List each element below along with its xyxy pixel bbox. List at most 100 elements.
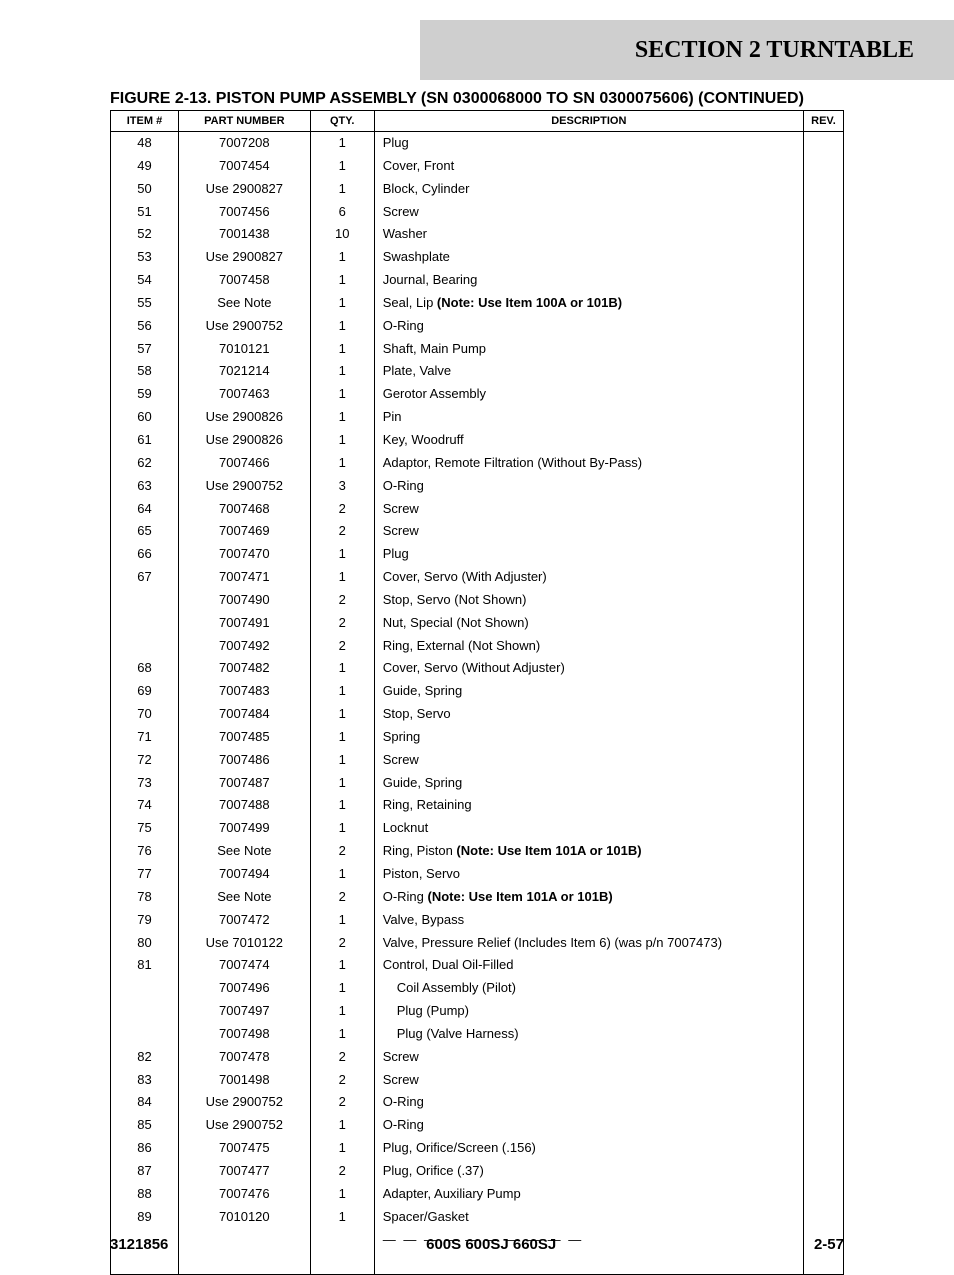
table-row: 5470074581Journal, Bearing [111, 269, 844, 292]
cell-qty: 1 [310, 155, 374, 178]
cell-qty: 1 [310, 1023, 374, 1046]
cell-rev [803, 543, 843, 566]
cell-rev [803, 223, 843, 246]
cell-part: 7010121 [178, 338, 310, 361]
table-row: 6570074692Screw [111, 520, 844, 543]
cell-part: 7007497 [178, 1000, 310, 1023]
col-header-item: ITEM # [111, 111, 179, 132]
table-row: 7070074841Stop, Servo [111, 703, 844, 726]
cell-rev [803, 520, 843, 543]
cell-qty: 1 [310, 315, 374, 338]
cell-desc: Pin [374, 406, 803, 429]
cell-rev [803, 475, 843, 498]
cell-rev [803, 292, 843, 315]
cell-qty: 2 [310, 1069, 374, 1092]
cell-rev [803, 1000, 843, 1023]
cell-desc: Plug (Valve Harness) [374, 1023, 803, 1046]
cell-desc: Screw [374, 498, 803, 521]
cell-qty: 1 [310, 909, 374, 932]
cell-item: 86 [111, 1137, 179, 1160]
table-row: 76See Note2Ring, Piston (Note: Use Item … [111, 840, 844, 863]
cell-part: 7007474 [178, 954, 310, 977]
table-row: 7270074861Screw [111, 749, 844, 772]
cell-desc: Seal, Lip (Note: Use Item 100A or 101B) [374, 292, 803, 315]
cell-part: 7007484 [178, 703, 310, 726]
cell-desc: Spacer/Gasket [374, 1206, 803, 1229]
table-row: 63Use 29007523O-Ring [111, 475, 844, 498]
cell-qty: 1 [310, 566, 374, 589]
cell-item: 76 [111, 840, 179, 863]
table-row: 8270074782Screw [111, 1046, 844, 1069]
cell-part: Use 2900826 [178, 429, 310, 452]
cell-part: 7021214 [178, 360, 310, 383]
cell-part: 7007471 [178, 566, 310, 589]
cell-part: Use 2900827 [178, 178, 310, 201]
cell-part: Use 2900752 [178, 1114, 310, 1137]
table-row: 4870072081Plug [111, 132, 844, 155]
cell-qty: 1 [310, 269, 374, 292]
cell-rev [803, 589, 843, 612]
table-row: 7770074941Piston, Servo [111, 863, 844, 886]
cell-qty: 6 [310, 201, 374, 224]
cell-desc: Adapter, Auxiliary Pump [374, 1183, 803, 1206]
cell-qty: 1 [310, 726, 374, 749]
cell-desc: Cover, Front [374, 155, 803, 178]
cell-qty: 1 [310, 292, 374, 315]
table-row: 52700143810Washer [111, 223, 844, 246]
cell-rev [803, 269, 843, 292]
cell-part: Use 2900752 [178, 475, 310, 498]
cell-item: 64 [111, 498, 179, 521]
cell-item: 78 [111, 886, 179, 909]
cell-rev [803, 498, 843, 521]
cell-qty: 2 [310, 498, 374, 521]
cell-item: 80 [111, 932, 179, 955]
table-body: 4870072081Plug4970074541Cover, Front50Us… [111, 132, 844, 1275]
cell-part: 7007492 [178, 635, 310, 658]
cell-qty: 2 [310, 635, 374, 658]
cell-qty: 1 [310, 772, 374, 795]
cell-item: 67 [111, 566, 179, 589]
cell-item: 53 [111, 246, 179, 269]
cell-qty: 2 [310, 612, 374, 635]
cell-qty: 1 [310, 178, 374, 201]
cell-desc: Stop, Servo (Not Shown) [374, 589, 803, 612]
cell-desc: Ring, Retaining [374, 794, 803, 817]
footer-left: 3121856 [110, 1236, 168, 1253]
cell-part: 7007458 [178, 269, 310, 292]
cell-qty: 2 [310, 1046, 374, 1069]
cell-qty: 2 [310, 1091, 374, 1114]
cell-rev [803, 246, 843, 269]
cell-rev [803, 132, 843, 155]
table-row: 6870074821Cover, Servo (Without Adjuster… [111, 657, 844, 680]
cell-part: 7007488 [178, 794, 310, 817]
cell-part: 7007490 [178, 589, 310, 612]
table-row: 5170074566Screw [111, 201, 844, 224]
table-row: 6470074682Screw [111, 498, 844, 521]
cell-desc: Guide, Spring [374, 680, 803, 703]
cell-part: 7001498 [178, 1069, 310, 1092]
cell-item: 54 [111, 269, 179, 292]
cell-qty: 1 [310, 1114, 374, 1137]
cell-item: 72 [111, 749, 179, 772]
cell-item: 57 [111, 338, 179, 361]
cell-rev [803, 863, 843, 886]
cell-item: 79 [111, 909, 179, 932]
cell-desc: Valve, Bypass [374, 909, 803, 932]
table-row: 70074912Nut, Special (Not Shown) [111, 612, 844, 635]
cell-part: 7007208 [178, 132, 310, 155]
cell-desc: Nut, Special (Not Shown) [374, 612, 803, 635]
cell-part: 7007487 [178, 772, 310, 795]
table-row: 5770101211Shaft, Main Pump [111, 338, 844, 361]
cell-rev [803, 429, 843, 452]
cell-item: 63 [111, 475, 179, 498]
cell-part: 7007482 [178, 657, 310, 680]
cell-part: 7007469 [178, 520, 310, 543]
cell-item: 50 [111, 178, 179, 201]
cell-item [111, 1000, 179, 1023]
cell-qty: 2 [310, 932, 374, 955]
cell-item: 51 [111, 201, 179, 224]
table-row: 56Use 29007521O-Ring [111, 315, 844, 338]
cell-part: 7007468 [178, 498, 310, 521]
cell-item [111, 612, 179, 635]
cell-desc: Screw [374, 201, 803, 224]
